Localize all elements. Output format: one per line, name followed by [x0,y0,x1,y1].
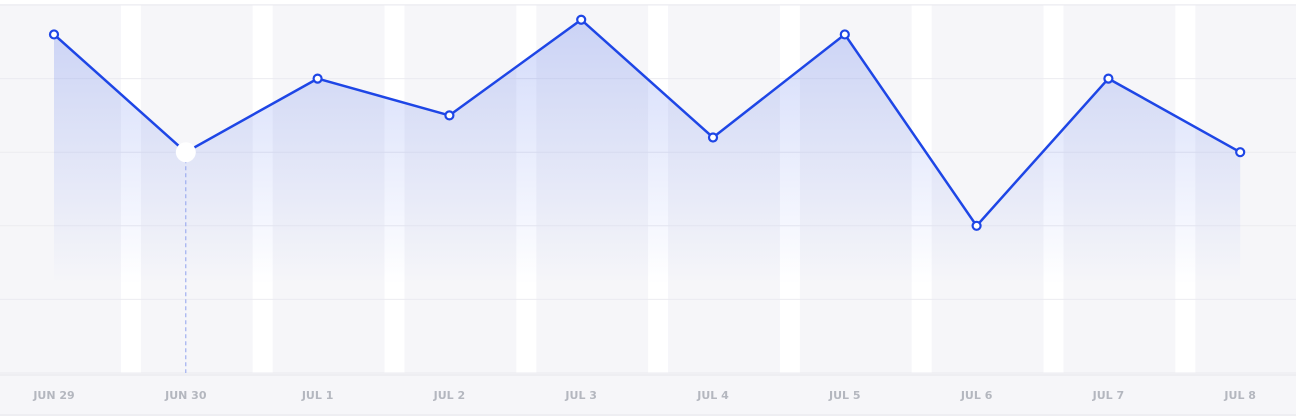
x-tick-label: JUL 8 [1223,389,1256,402]
series-line [53,18,1241,228]
x-tick-label: JUN 30 [164,389,207,402]
data-point[interactable] [312,73,323,84]
data-point[interactable] [971,220,982,231]
data-point[interactable] [48,29,60,40]
x-tick-label: JUL 2 [433,389,466,402]
data-point[interactable] [1103,73,1114,84]
data-point[interactable] [576,14,587,25]
x-tick-label: JUL 1 [301,389,334,402]
hovered-point[interactable] [175,142,196,163]
area-fill [54,19,1241,373]
x-tick-label: JUN 29 [32,389,74,402]
data-point[interactable] [444,110,455,121]
data-point[interactable] [707,132,719,143]
data-point[interactable] [1235,147,1246,158]
x-tick-label: JUL 6 [960,389,993,402]
x-tick-label: JUL 7 [1092,389,1125,402]
x-tick-label: JUL 3 [564,389,597,402]
data-point[interactable] [839,29,850,40]
x-tick-label: JUL 4 [696,389,729,402]
x-tick-label: JUL 5 [828,389,861,402]
